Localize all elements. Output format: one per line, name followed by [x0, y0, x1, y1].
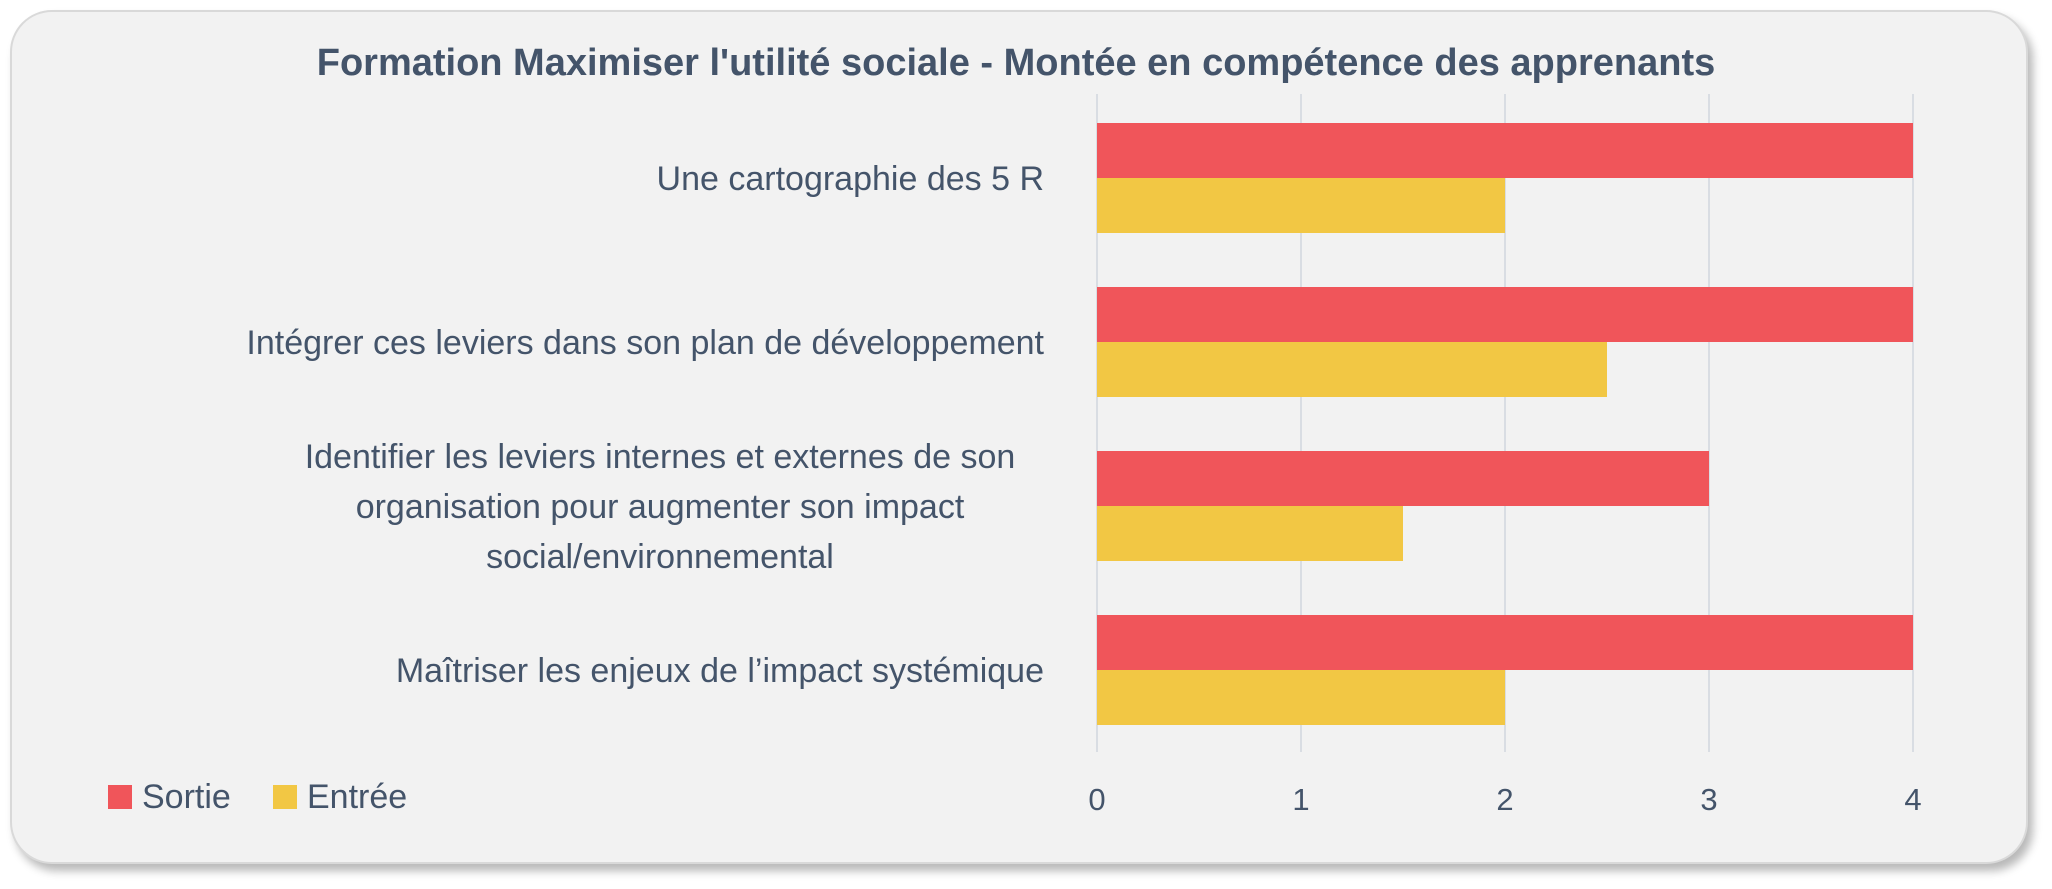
x-tick-label: 2	[1496, 782, 1513, 817]
category-label: Identifier les leviers internes et exter…	[305, 438, 1016, 476]
x-tick-label: 3	[1700, 782, 1717, 817]
x-tick-label: 4	[1904, 782, 1921, 817]
bar-entrée	[1097, 670, 1505, 725]
bar-sortie	[1097, 451, 1709, 506]
legend-label: Entrée	[307, 778, 407, 816]
bar-entrée	[1097, 178, 1505, 233]
bar-sortie	[1097, 287, 1913, 342]
chart-title: Formation Maximiser l'utilité sociale - …	[316, 42, 1716, 84]
legend-swatch	[108, 785, 132, 809]
legend: Sortie Entrée	[108, 778, 407, 816]
bars	[1097, 123, 1913, 725]
category-labels: Une cartographie des 5 R Intégrer ces lev…	[246, 160, 1044, 690]
legend-label: Sortie	[142, 778, 231, 816]
bar-entrée	[1097, 342, 1607, 397]
category-label: Maîtriser les enjeux de l’impact systémi…	[396, 652, 1044, 690]
category-label: organisation pour augmenter son impact	[356, 488, 965, 526]
x-tick-label: 1	[1292, 782, 1309, 817]
category-label: social/environnemental	[486, 538, 834, 576]
bar-entrée	[1097, 506, 1403, 561]
x-axis-tick-labels: 0 1 2 3 4	[1088, 782, 1921, 817]
x-tick-label: 0	[1088, 782, 1105, 817]
bar-sortie	[1097, 615, 1913, 670]
category-label: Intégrer ces leviers dans son plan de dé…	[246, 324, 1044, 362]
legend-swatch	[273, 785, 297, 809]
category-label: Une cartographie des 5 R	[657, 160, 1044, 198]
bar-sortie	[1097, 123, 1913, 178]
